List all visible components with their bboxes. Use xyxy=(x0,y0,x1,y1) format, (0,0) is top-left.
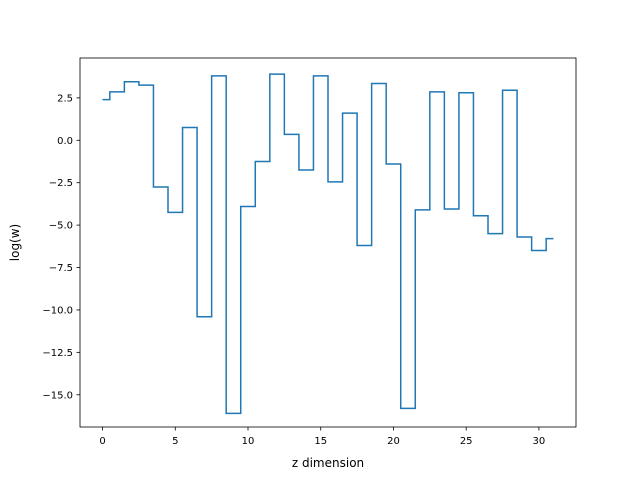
y-tick-label: −2.5 xyxy=(49,178,73,189)
x-tick-label: 10 xyxy=(242,436,255,447)
y-tick-label: −12.5 xyxy=(42,348,73,359)
y-tick-label: −15.0 xyxy=(42,390,73,401)
x-tick-label: 30 xyxy=(533,436,546,447)
x-tick-label: 5 xyxy=(172,436,178,447)
y-tick-label: −5.0 xyxy=(49,221,73,232)
y-tick-label: −7.5 xyxy=(49,263,73,274)
y-axis-ticks: 2.5 0.0 −2.5 −5.0 −7.5 −10.0 −12.5 −15.0 xyxy=(42,93,80,401)
y-tick-label: 0.0 xyxy=(57,136,73,147)
x-tick-label: 20 xyxy=(387,436,400,447)
plot-frame xyxy=(79,57,577,428)
x-axis-label: z dimension xyxy=(292,456,364,470)
series-layer xyxy=(102,73,554,415)
x-axis-ticks: 0 5 10 15 20 25 30 xyxy=(99,427,545,447)
y-axis-label: log(w) xyxy=(8,224,22,261)
x-tick-label: 0 xyxy=(99,436,105,447)
x-tick-label: 15 xyxy=(314,436,327,447)
y-tick-label: 2.5 xyxy=(57,93,73,104)
y-tick-label: −10.0 xyxy=(42,305,73,316)
x-tick-label: 25 xyxy=(460,436,473,447)
series-line xyxy=(102,73,554,415)
